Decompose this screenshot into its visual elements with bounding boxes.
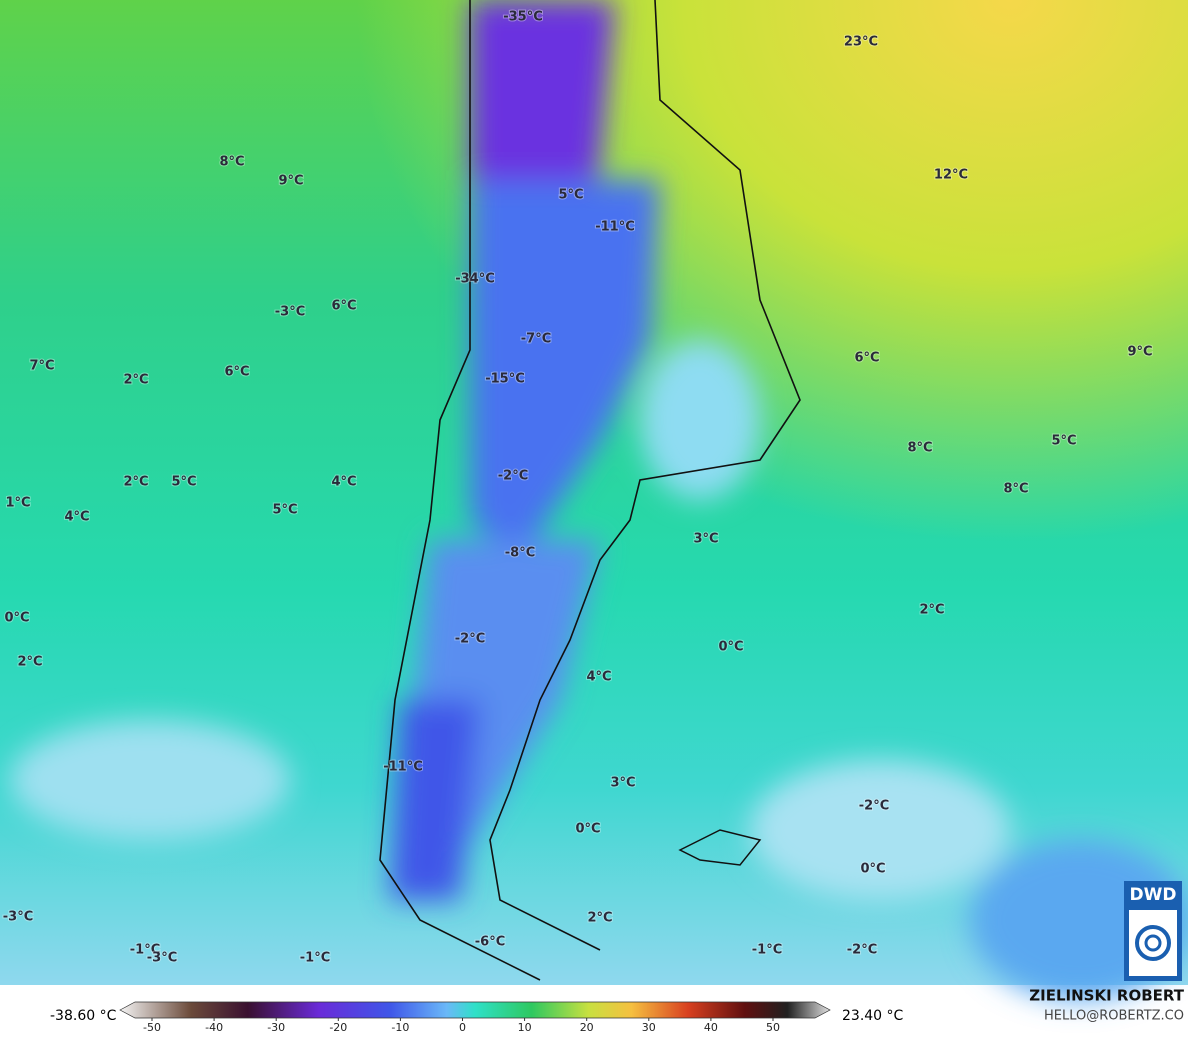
colorbar: -38.60 °C 23.40 °C -50 -40 -30 -20 -10 0 10 20 3…: [50, 1001, 904, 1034]
temperature-label: -8°C: [505, 546, 535, 561]
temperature-label: 2°C: [17, 655, 42, 670]
temperature-label: -3°C: [3, 910, 33, 925]
temperature-labels: -35°C 23°C 8°C 9°C 5°C -11°C 12°C -34°C -3°C 6°C -…: [2, 9, 1154, 967]
temperature-label: 0°C: [718, 640, 743, 655]
temperature-label: 6°C: [224, 365, 249, 380]
colorbar-tick-label: 10: [518, 1021, 532, 1034]
temperature-label: 1°C: [5, 496, 30, 511]
temperature-label: 4°C: [331, 475, 356, 490]
colorbar-tick-label: -50: [143, 1021, 161, 1034]
colorbar-tick-label: -40: [205, 1021, 223, 1034]
temperature-label: -15°C: [485, 372, 525, 387]
temperature-label: 9°C: [278, 174, 303, 189]
temperature-label: -3°C: [275, 305, 305, 320]
temperature-label: 2°C: [123, 373, 148, 388]
colorbar-gradient: [119, 1001, 831, 1019]
temperature-label: 5°C: [558, 188, 583, 203]
temperature-label: 8°C: [219, 155, 244, 170]
temperature-label: 2°C: [123, 475, 148, 490]
colorbar-tick-label: -30: [267, 1021, 285, 1034]
temperature-label: -2°C: [847, 943, 877, 958]
temperature-label: 4°C: [64, 510, 89, 525]
map-background: [0, 0, 1188, 1000]
temperature-label: -1°C: [300, 951, 330, 966]
temperature-label: -2°C: [455, 632, 485, 647]
colorbar-tick-label: 30: [642, 1021, 656, 1034]
colorbar-tick-label: 0: [459, 1021, 466, 1034]
temperature-label: 3°C: [610, 776, 635, 791]
temperature-label: 0°C: [4, 611, 29, 626]
temperature-label: -2°C: [498, 469, 528, 484]
temperature-label: -1°C: [130, 943, 160, 958]
temperature-label: 9°C: [1127, 345, 1152, 360]
temperature-label: 0°C: [575, 822, 600, 837]
dwd-logo: DWD: [1124, 881, 1182, 981]
temperature-label: -34°C: [455, 272, 495, 287]
temperature-label: 0°C: [860, 862, 885, 877]
colorbar-max: 23.40 °C: [842, 1008, 904, 1024]
temperature-label: -2°C: [859, 799, 889, 814]
temperature-label: -11°C: [383, 760, 423, 775]
temperature-label: -1°C: [752, 943, 782, 958]
temperature-label: 23°C: [844, 35, 878, 50]
colorbar-tick-label: -20: [329, 1021, 347, 1034]
temperature-label: 5°C: [171, 475, 196, 490]
temperature-label: 5°C: [1051, 434, 1076, 449]
colorbar-tick-label: 50: [766, 1021, 780, 1034]
temperature-label: -35°C: [503, 10, 543, 25]
temperature-label: -7°C: [521, 332, 551, 347]
colorbar-tick-label: 20: [580, 1021, 594, 1034]
temperature-label: 6°C: [331, 299, 356, 314]
temperature-label: 6°C: [854, 351, 879, 366]
temperature-label: 12°C: [934, 168, 968, 183]
temperature-label: -3°C: [147, 951, 177, 966]
colorbar-tick-label: -10: [391, 1021, 409, 1034]
credit-contact: HELLO@ROBERTZ.CO: [1044, 1009, 1184, 1024]
temperature-label: 8°C: [1003, 482, 1028, 497]
colorbar-tick-label: 40: [704, 1021, 718, 1034]
logo-text: DWD: [1130, 885, 1177, 905]
temperature-label: 3°C: [693, 532, 718, 547]
temperature-label: 2°C: [919, 603, 944, 618]
temperature-label: -11°C: [595, 220, 635, 235]
temperature-label: 7°C: [29, 359, 54, 374]
temperature-label: 5°C: [272, 503, 297, 518]
temperature-label: -6°C: [475, 935, 505, 950]
temperature-label: 2°C: [587, 911, 612, 926]
temperature-label: 8°C: [907, 441, 932, 456]
colorbar-min: -38.60 °C: [50, 1008, 117, 1024]
credit-name: ZIELINSKI ROBERT: [1029, 987, 1184, 1005]
temperature-label: 4°C: [586, 670, 611, 685]
